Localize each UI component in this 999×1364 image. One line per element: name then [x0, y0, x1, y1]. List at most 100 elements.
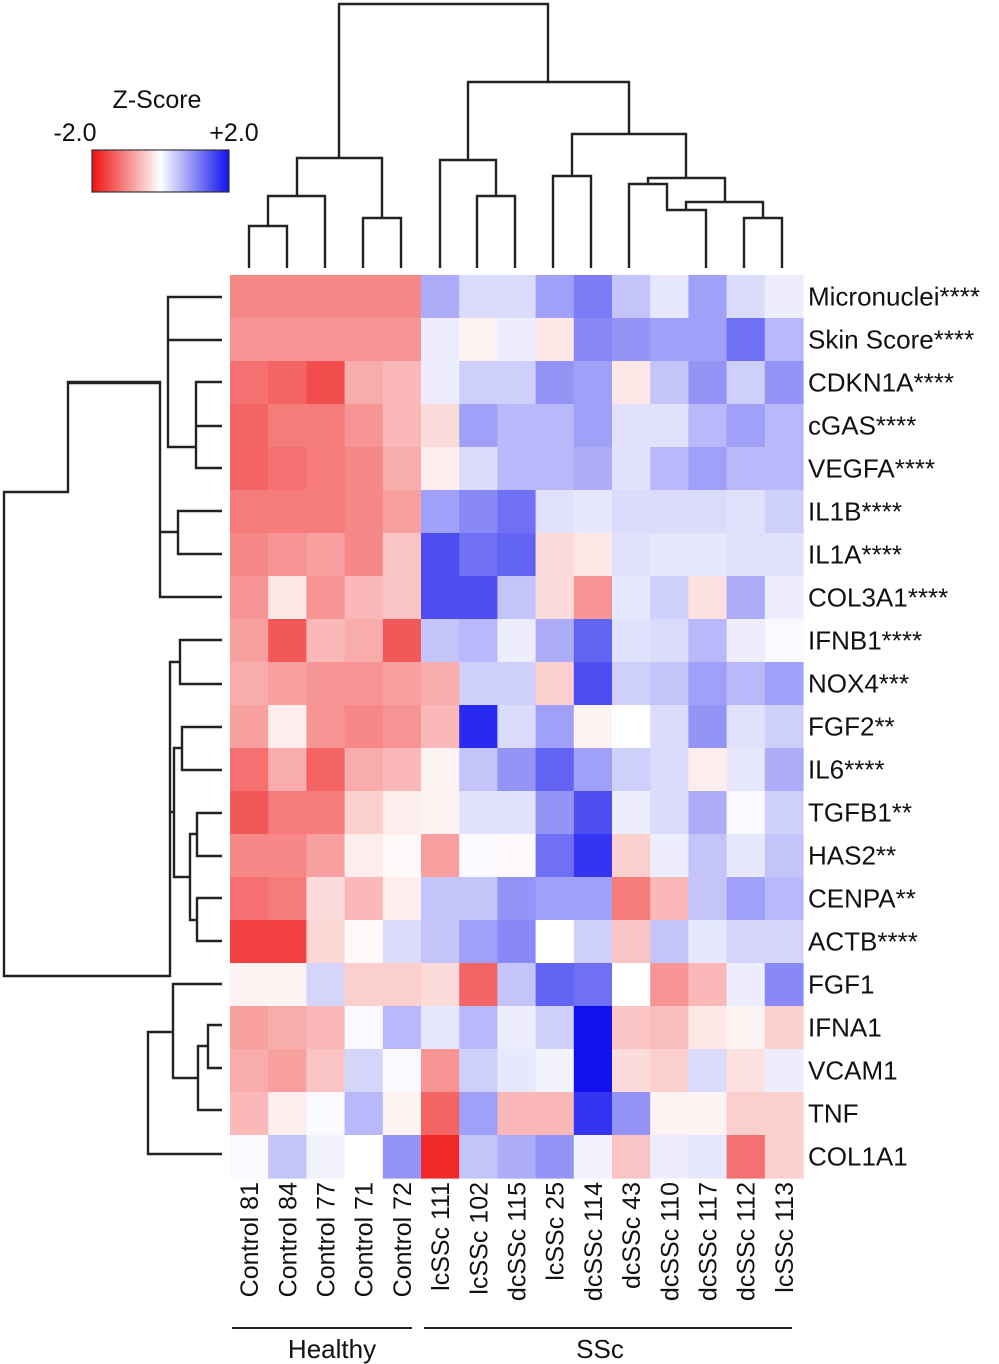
heatmap-cell	[688, 1006, 728, 1050]
heatmap-cell	[535, 1049, 575, 1093]
heatmap-cell	[382, 963, 422, 1007]
heatmap-cell	[497, 1092, 537, 1136]
heatmap-cell	[535, 490, 575, 534]
column-label: Control 72	[389, 1182, 417, 1297]
heatmap-cell	[612, 920, 651, 964]
heatmap-cell	[230, 275, 269, 319]
heatmap-cell	[421, 361, 460, 405]
heatmap-cell	[612, 490, 651, 534]
heatmap-cell	[230, 1049, 269, 1093]
heatmap-cell	[230, 877, 269, 921]
heatmap-cell	[650, 361, 689, 405]
heatmap-cell	[382, 490, 422, 534]
heatmap-cell	[230, 705, 269, 749]
heatmap-cell	[726, 748, 766, 792]
heatmap-cell	[497, 619, 537, 663]
heatmap-cell	[344, 1049, 384, 1093]
heatmap-cell	[268, 705, 307, 749]
heatmap-cell	[612, 576, 651, 620]
heatmap-cell	[573, 490, 613, 534]
heatmap-cell	[573, 834, 613, 878]
row-label: Micronuclei****	[808, 282, 980, 312]
heatmap-cell	[573, 576, 613, 620]
row-label: IL1B****	[808, 497, 902, 527]
heatmap-cell	[268, 361, 307, 405]
heatmap-cell	[421, 834, 460, 878]
row-label: TGFB1**	[808, 798, 912, 828]
heatmap-cell	[344, 619, 384, 663]
heatmap-cell	[421, 705, 460, 749]
heatmap-cell	[344, 834, 384, 878]
heatmap-cell	[764, 791, 804, 835]
heatmap-cell	[726, 404, 766, 448]
row-label: VEGFA****	[808, 454, 935, 484]
heatmap-cell	[459, 963, 498, 1007]
heatmap-cell	[344, 748, 384, 792]
row-label: COL1A1	[808, 1142, 908, 1172]
heatmap-cell	[268, 576, 307, 620]
heatmap-cell	[688, 877, 728, 921]
heatmap-cell	[650, 748, 689, 792]
heatmap-cell	[497, 404, 537, 448]
heatmap-cell	[688, 662, 728, 706]
heatmap-cell	[459, 1049, 498, 1093]
heatmap-cell	[459, 533, 498, 577]
heatmap-cell	[421, 1135, 460, 1179]
heatmap-cell	[459, 490, 498, 534]
heatmap-cell	[382, 834, 422, 878]
heatmap-cell	[612, 1092, 651, 1136]
row-label: FGF1	[808, 970, 874, 1000]
heatmap-cell	[421, 1049, 460, 1093]
heatmap-cell	[268, 404, 307, 448]
heatmap-cell	[268, 791, 307, 835]
heatmap-cell	[268, 490, 307, 534]
heatmap-cell	[688, 576, 728, 620]
heatmap-cell	[421, 447, 460, 491]
column-label: dcSSc 117	[695, 1182, 723, 1301]
heatmap-cell	[382, 619, 422, 663]
heatmap-cell	[306, 705, 346, 749]
heatmap-grid	[230, 275, 804, 1179]
heatmap-cell	[764, 447, 804, 491]
heatmap-cell	[230, 1092, 269, 1136]
heatmap-cell	[612, 791, 651, 835]
heatmap-cell	[650, 963, 689, 1007]
heatmap-cell	[535, 963, 575, 1007]
heatmap-cell	[230, 748, 269, 792]
heatmap-cell	[497, 662, 537, 706]
heatmap-cell	[764, 1135, 804, 1179]
heatmap-cell	[268, 318, 307, 362]
column-label: lcSSc 111	[427, 1182, 455, 1291]
heatmap-cell	[497, 791, 537, 835]
heatmap-cell	[497, 490, 537, 534]
heatmap-cell	[726, 318, 766, 362]
heatmap-cell	[650, 447, 689, 491]
heatmap-cell	[459, 834, 498, 878]
heatmap-cell	[268, 1006, 307, 1050]
heatmap-cell	[650, 533, 689, 577]
zscore-legend: Z-Score -2.0 +2.0	[53, 86, 259, 193]
heatmap-cell	[421, 404, 460, 448]
heatmap-cell	[612, 318, 651, 362]
heatmap-cell	[344, 877, 384, 921]
heatmap-cell	[573, 404, 613, 448]
heatmap-cell	[230, 791, 269, 835]
row-dendrogram	[2, 295, 222, 1156]
heatmap-cell	[726, 275, 766, 319]
heatmap-cell	[764, 576, 804, 620]
heatmap-cell	[497, 533, 537, 577]
heatmap-cell	[421, 1092, 460, 1136]
heatmap-cell	[726, 576, 766, 620]
heatmap-cell	[344, 576, 384, 620]
row-label: ACTB****	[808, 927, 918, 957]
heatmap-cell	[306, 834, 346, 878]
heatmap-cell	[497, 877, 537, 921]
column-label: Control 71	[351, 1182, 379, 1297]
heatmap-cell	[497, 318, 537, 362]
heatmap-cell	[268, 275, 307, 319]
heatmap-cell	[726, 1049, 766, 1093]
column-label: Control 84	[274, 1182, 302, 1297]
heatmap-cell	[382, 1006, 422, 1050]
heatmap-cell	[535, 705, 575, 749]
heatmap-cell	[497, 705, 537, 749]
